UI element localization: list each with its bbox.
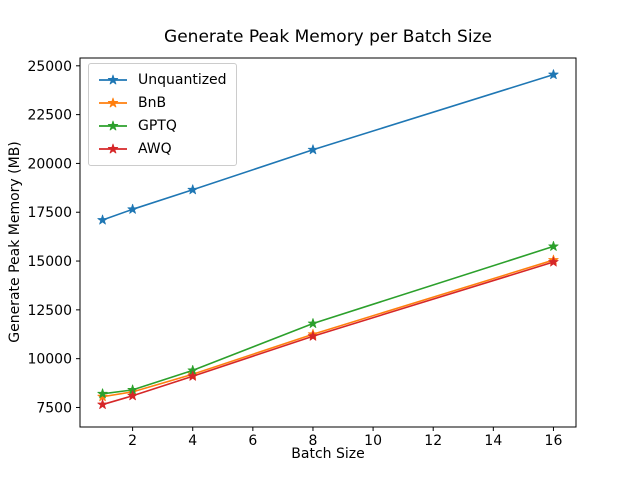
data-point-star-icon — [548, 256, 559, 267]
data-point-star-icon — [187, 184, 198, 195]
data-point-star-icon — [97, 214, 108, 225]
y-tick-label: 17500 — [27, 205, 72, 221]
legend-item-bnb: BnB — [98, 93, 227, 113]
legend: Unquantized BnB GPTQ AWQ — [88, 63, 237, 166]
data-point-star-icon — [548, 69, 559, 80]
x-tick-label: 4 — [188, 433, 197, 449]
y-tick-label: 10000 — [27, 352, 72, 368]
y-tick-label: 7500 — [36, 400, 72, 416]
data-point-star-icon — [307, 144, 319, 155]
data-point-star-icon — [97, 388, 108, 399]
legend-item-label: Unquantized — [138, 72, 227, 88]
data-point-star-icon — [127, 203, 138, 214]
legend-item-gptq: GPTQ — [98, 116, 227, 136]
data-point-star-icon — [97, 391, 108, 402]
x-tick-label: 8 — [309, 433, 318, 449]
series-line-bnb — [101, 259, 555, 398]
legend-item-label: AWQ — [138, 141, 172, 157]
legend-item-unquantized: Unquantized — [98, 70, 227, 90]
data-point-star-icon — [548, 241, 559, 251]
series-line-gptq — [101, 245, 555, 395]
y-axis-label: Generate Peak Memory (MB) — [7, 141, 23, 343]
y-tick-label: 12500 — [27, 303, 72, 319]
data-point-star-icon — [307, 318, 319, 328]
legend-item-label: BnB — [138, 95, 167, 111]
y-tick-label: 15000 — [27, 254, 72, 270]
y-tick-label: 20000 — [27, 156, 72, 172]
y-tick-label: 25000 — [27, 59, 72, 75]
x-tick-label: 14 — [484, 433, 502, 449]
legend-marker-icon — [99, 143, 127, 154]
legend-item-awq: AWQ — [98, 139, 227, 159]
y-tick-label: 22500 — [27, 108, 72, 124]
x-tick-label: 10 — [364, 433, 382, 449]
x-tick-label: 6 — [248, 433, 257, 449]
x-axis-label: Batch Size — [291, 446, 365, 462]
x-tick-label: 12 — [424, 433, 442, 449]
legend-marker-icon — [99, 120, 127, 131]
data-point-star-icon — [187, 370, 198, 381]
data-point-star-icon — [307, 330, 319, 341]
x-tick-label: 16 — [545, 433, 563, 449]
plot-frame — [79, 57, 577, 428]
chart-title: Generate Peak Memory per Batch Size — [164, 27, 492, 47]
data-point-star-icon — [127, 390, 138, 401]
legend-marker-icon — [99, 74, 127, 85]
legend-item-label: GPTQ — [138, 118, 177, 134]
legend-marker-icon — [99, 97, 127, 108]
series-line-awq — [101, 261, 555, 406]
x-tick-label: 2 — [128, 433, 137, 449]
data-point-star-icon — [97, 399, 108, 409]
